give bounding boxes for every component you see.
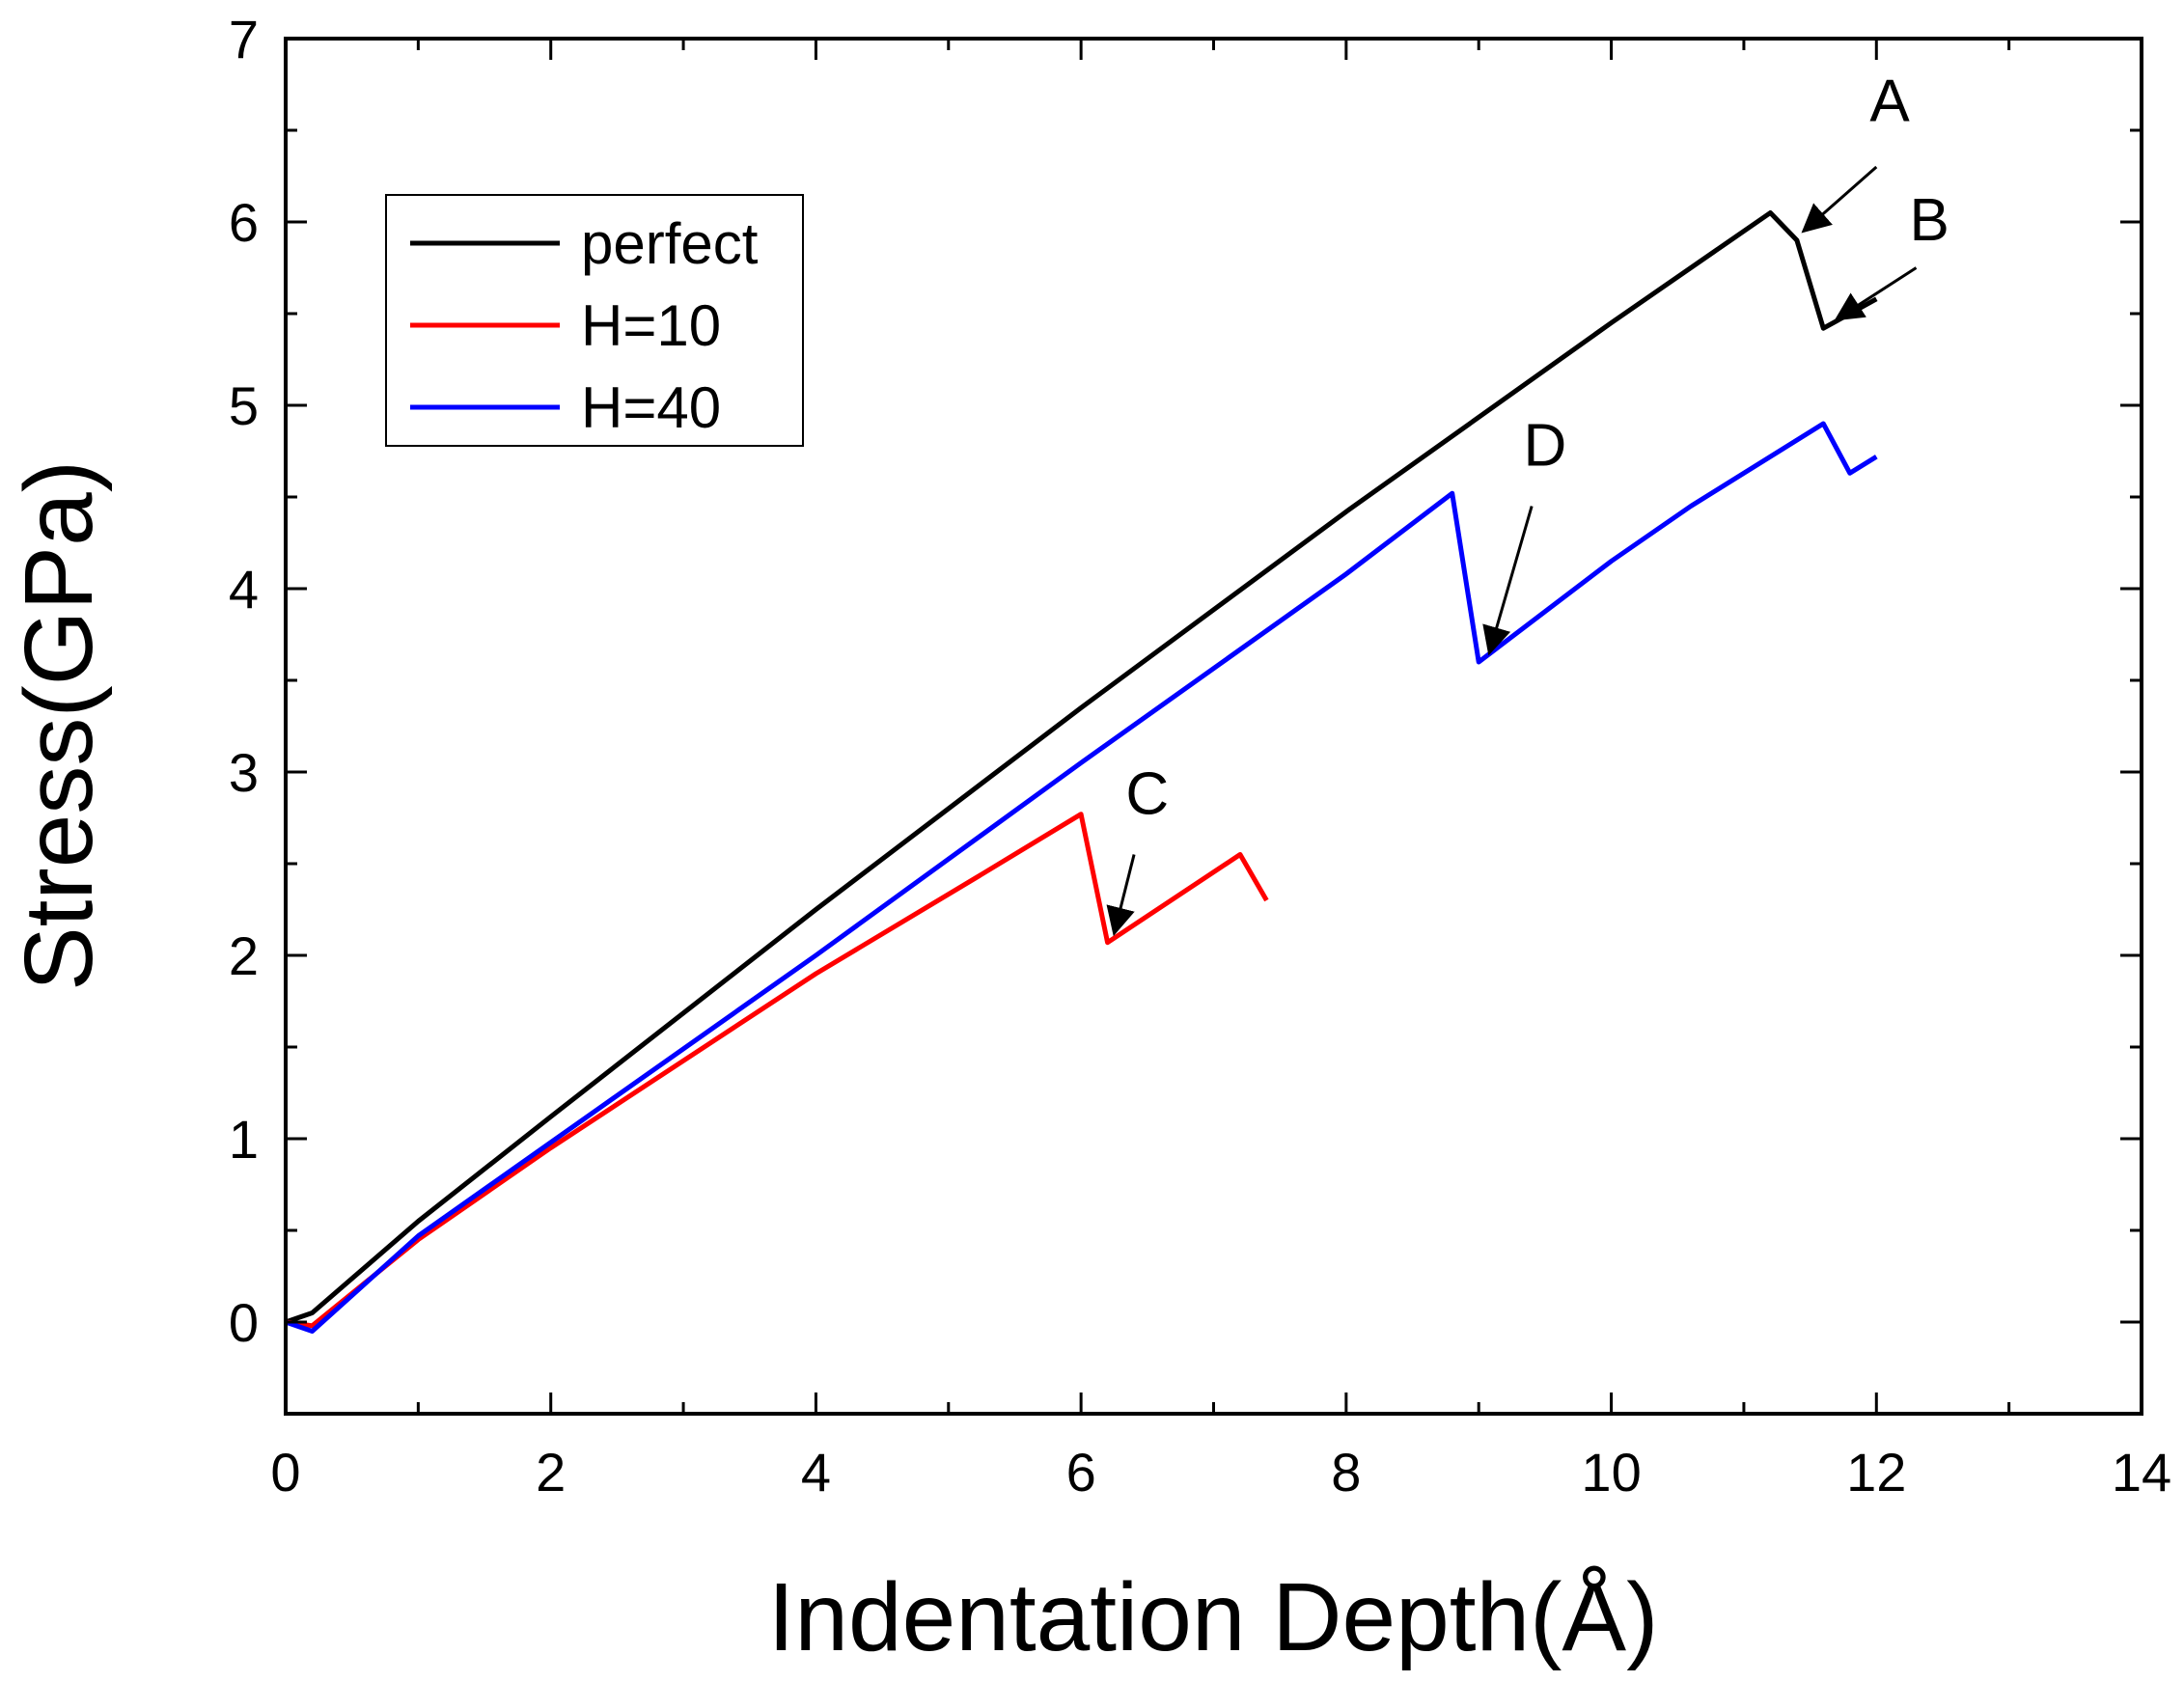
- x-tick-label: 12: [1846, 1442, 1906, 1503]
- annotation-arrow-a: [1801, 165, 1878, 234]
- y-tick-label: 5: [229, 375, 259, 436]
- x-tick-label: 4: [801, 1442, 831, 1503]
- x-tick-label: 14: [2112, 1442, 2171, 1503]
- x-tick-label: 8: [1331, 1442, 1361, 1503]
- annotation-arrow-d: [1482, 506, 1534, 656]
- legend-box: [385, 194, 804, 447]
- annotation-label-d: D: [1524, 413, 1567, 480]
- annotation-label-a: A: [1869, 69, 1910, 135]
- annotation-arrow-c: [1106, 854, 1136, 937]
- series-layer: [285, 210, 1878, 1334]
- y-tick-label: 4: [229, 559, 259, 620]
- y-tick-label: 7: [229, 9, 259, 69]
- annotation-arrow-b: [1834, 266, 1918, 321]
- y-axis-title: Stress(GPa): [5, 460, 113, 991]
- legend-label-h-10: H=10: [581, 293, 721, 358]
- x-tick-label: 2: [536, 1442, 566, 1503]
- legend-label-h-40: H=40: [581, 375, 721, 440]
- y-tick-label: 0: [229, 1292, 259, 1353]
- y-tick-label: 6: [229, 192, 259, 253]
- x-tick-label: 0: [270, 1442, 300, 1503]
- series-line-perfect: [285, 210, 1878, 1325]
- series-line-h-10: [285, 812, 1269, 1329]
- annotations: AB C D: [1106, 69, 1949, 937]
- x-axis-title: Indentation Depth(Å): [768, 1563, 1659, 1671]
- y-tick-label: 1: [229, 1109, 259, 1170]
- y-tick-label: 3: [229, 742, 259, 803]
- x-tick-label: 10: [1581, 1442, 1641, 1503]
- annotation-label-b: B: [1910, 187, 1949, 254]
- legend: perfect H=10 H=40: [385, 194, 804, 447]
- annotation-label-c: C: [1125, 761, 1169, 828]
- y-tick-label: 2: [229, 925, 259, 986]
- x-tick-label: 6: [1066, 1442, 1096, 1503]
- legend-label-perfect: perfect: [581, 211, 759, 276]
- series-line-h-40: [285, 421, 1878, 1334]
